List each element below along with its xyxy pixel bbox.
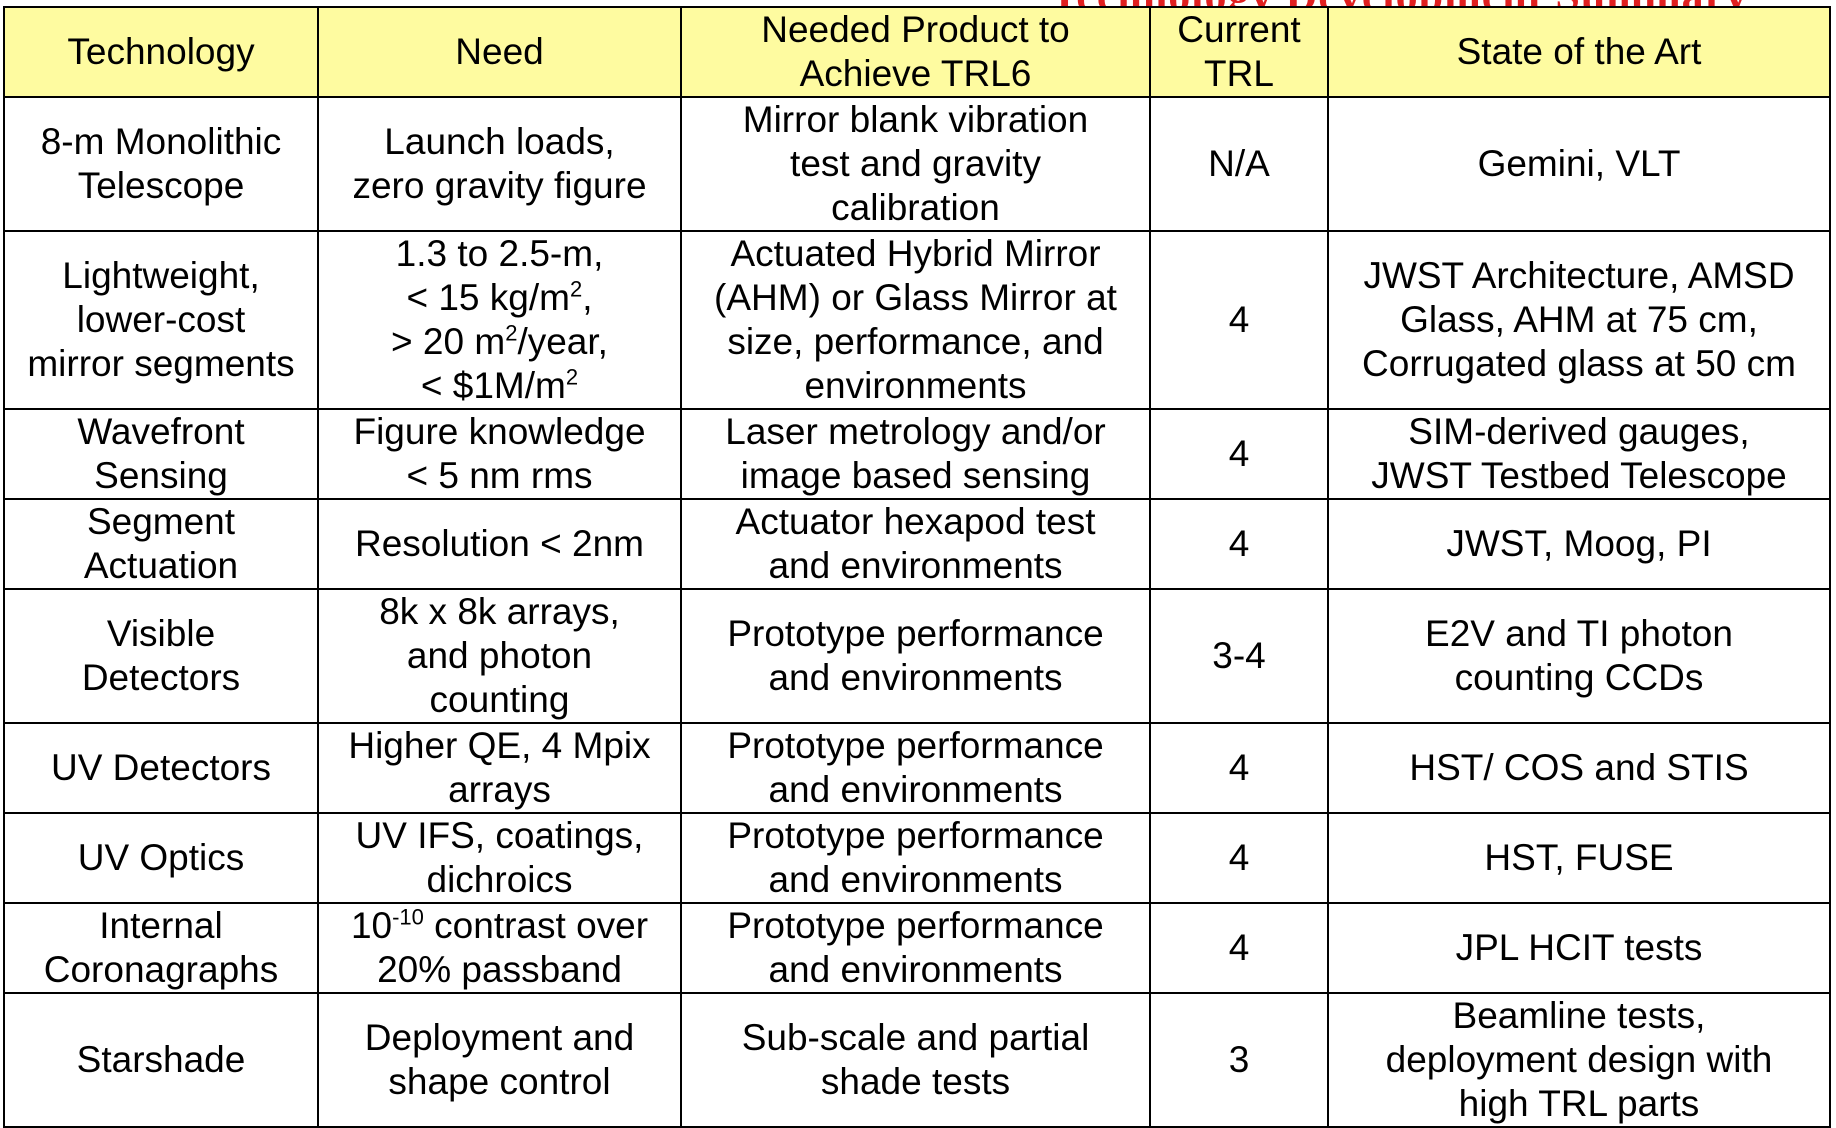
header-technology: Technology xyxy=(3,6,319,98)
cell-need: 10-10 contrast over 20% passband xyxy=(317,902,682,994)
header-needed-product: Needed Product to Achieve TRL6 xyxy=(680,6,1151,98)
cell-product: Prototype performance and environments xyxy=(680,588,1151,724)
cell-state: SIM-derived gauges, JWST Testbed Telescop… xyxy=(1327,408,1831,500)
cell-technology: 8-m Monolithic Telescope xyxy=(3,96,319,232)
cell-technology: Visible Detectors xyxy=(3,588,319,724)
table-header-row: Technology Need Needed Product to Achieve… xyxy=(3,6,1831,98)
table-row: 8-m Monolithic Telescope Launch loads, zer… xyxy=(3,96,1831,232)
cell-need: Resolution < 2nm xyxy=(317,498,682,590)
cell-state: HST, FUSE xyxy=(1327,812,1831,904)
cell-need: Launch loads, zero gravity figure xyxy=(317,96,682,232)
cell-state: E2V and TI photon counting CCDs xyxy=(1327,588,1831,724)
header-current-trl: Current TRL xyxy=(1149,6,1329,98)
cell-product: Actuated Hybrid Mirror (AHM) or Glass Mir… xyxy=(680,230,1151,410)
technology-table: Technology Need Needed Product to Achieve… xyxy=(3,6,1831,1128)
cell-technology: UV Detectors xyxy=(3,722,319,814)
cell-trl: 4 xyxy=(1149,498,1329,590)
cell-product: Prototype performance and environments xyxy=(680,722,1151,814)
table-row: Visible Detectors 8k x 8k arrays, and phot… xyxy=(3,588,1831,724)
cell-state: JWST, Moog, PI xyxy=(1327,498,1831,590)
cell-need: Figure knowledge < 5 nm rms xyxy=(317,408,682,500)
cell-trl: 3 xyxy=(1149,992,1329,1128)
cell-trl: 3-4 xyxy=(1149,588,1329,724)
cell-product: Prototype performance and environments xyxy=(680,902,1151,994)
cell-need: 8k x 8k arrays, and photon counting xyxy=(317,588,682,724)
table-row: Segment Actuation Resolution < 2nm Actuat… xyxy=(3,498,1831,590)
cell-trl: 4 xyxy=(1149,812,1329,904)
cell-technology: Starshade xyxy=(3,992,319,1128)
table-row: UV Detectors Higher QE, 4 Mpix arrays Pro… xyxy=(3,722,1831,814)
table-row: UV Optics UV IFS, coatings, dichroics Pro… xyxy=(3,812,1831,904)
cell-technology: UV Optics xyxy=(3,812,319,904)
header-need: Need xyxy=(317,6,682,98)
cell-technology: Segment Actuation xyxy=(3,498,319,590)
cell-need: 1.3 to 2.5-m, < 15 kg/m2, > 20 m2/year, … xyxy=(317,230,682,410)
cell-product: Sub-scale and partial shade tests xyxy=(680,992,1151,1128)
cell-trl: 4 xyxy=(1149,722,1329,814)
table-row: Starshade Deployment and shape control Su… xyxy=(3,992,1831,1128)
cell-technology: Internal Coronagraphs xyxy=(3,902,319,994)
cell-trl: 4 xyxy=(1149,230,1329,410)
table-row: Lightweight, lower-cost mirror segments 1.… xyxy=(3,230,1831,410)
cell-state: HST/ COS and STIS xyxy=(1327,722,1831,814)
cell-product: Prototype performance and environments xyxy=(680,812,1151,904)
table-row: Wavefront Sensing Figure knowledge < 5 nm … xyxy=(3,408,1831,500)
cell-state: Beamline tests, deployment design with hig… xyxy=(1327,992,1831,1128)
header-state-of-the-art: State of the Art xyxy=(1327,6,1831,98)
cell-trl: 4 xyxy=(1149,902,1329,994)
cell-need: UV IFS, coatings, dichroics xyxy=(317,812,682,904)
cell-technology: Lightweight, lower-cost mirror segments xyxy=(3,230,319,410)
cell-state: JWST Architecture, AMSD Glass, AHM at 75 … xyxy=(1327,230,1831,410)
cell-need: Higher QE, 4 Mpix arrays xyxy=(317,722,682,814)
cell-state: JPL HCIT tests xyxy=(1327,902,1831,994)
cell-technology: Wavefront Sensing xyxy=(3,408,319,500)
cell-trl: N/A xyxy=(1149,96,1329,232)
cell-trl: 4 xyxy=(1149,408,1329,500)
table-row: Internal Coronagraphs 10-10 contrast over… xyxy=(3,902,1831,994)
cell-product: Mirror blank vibration test and gravity ca… xyxy=(680,96,1151,232)
cell-need: Deployment and shape control xyxy=(317,992,682,1128)
cell-product: Laser metrology and/or image based sensin… xyxy=(680,408,1151,500)
cell-state: Gemini, VLT xyxy=(1327,96,1831,232)
cell-product: Actuator hexapod test and environments xyxy=(680,498,1151,590)
